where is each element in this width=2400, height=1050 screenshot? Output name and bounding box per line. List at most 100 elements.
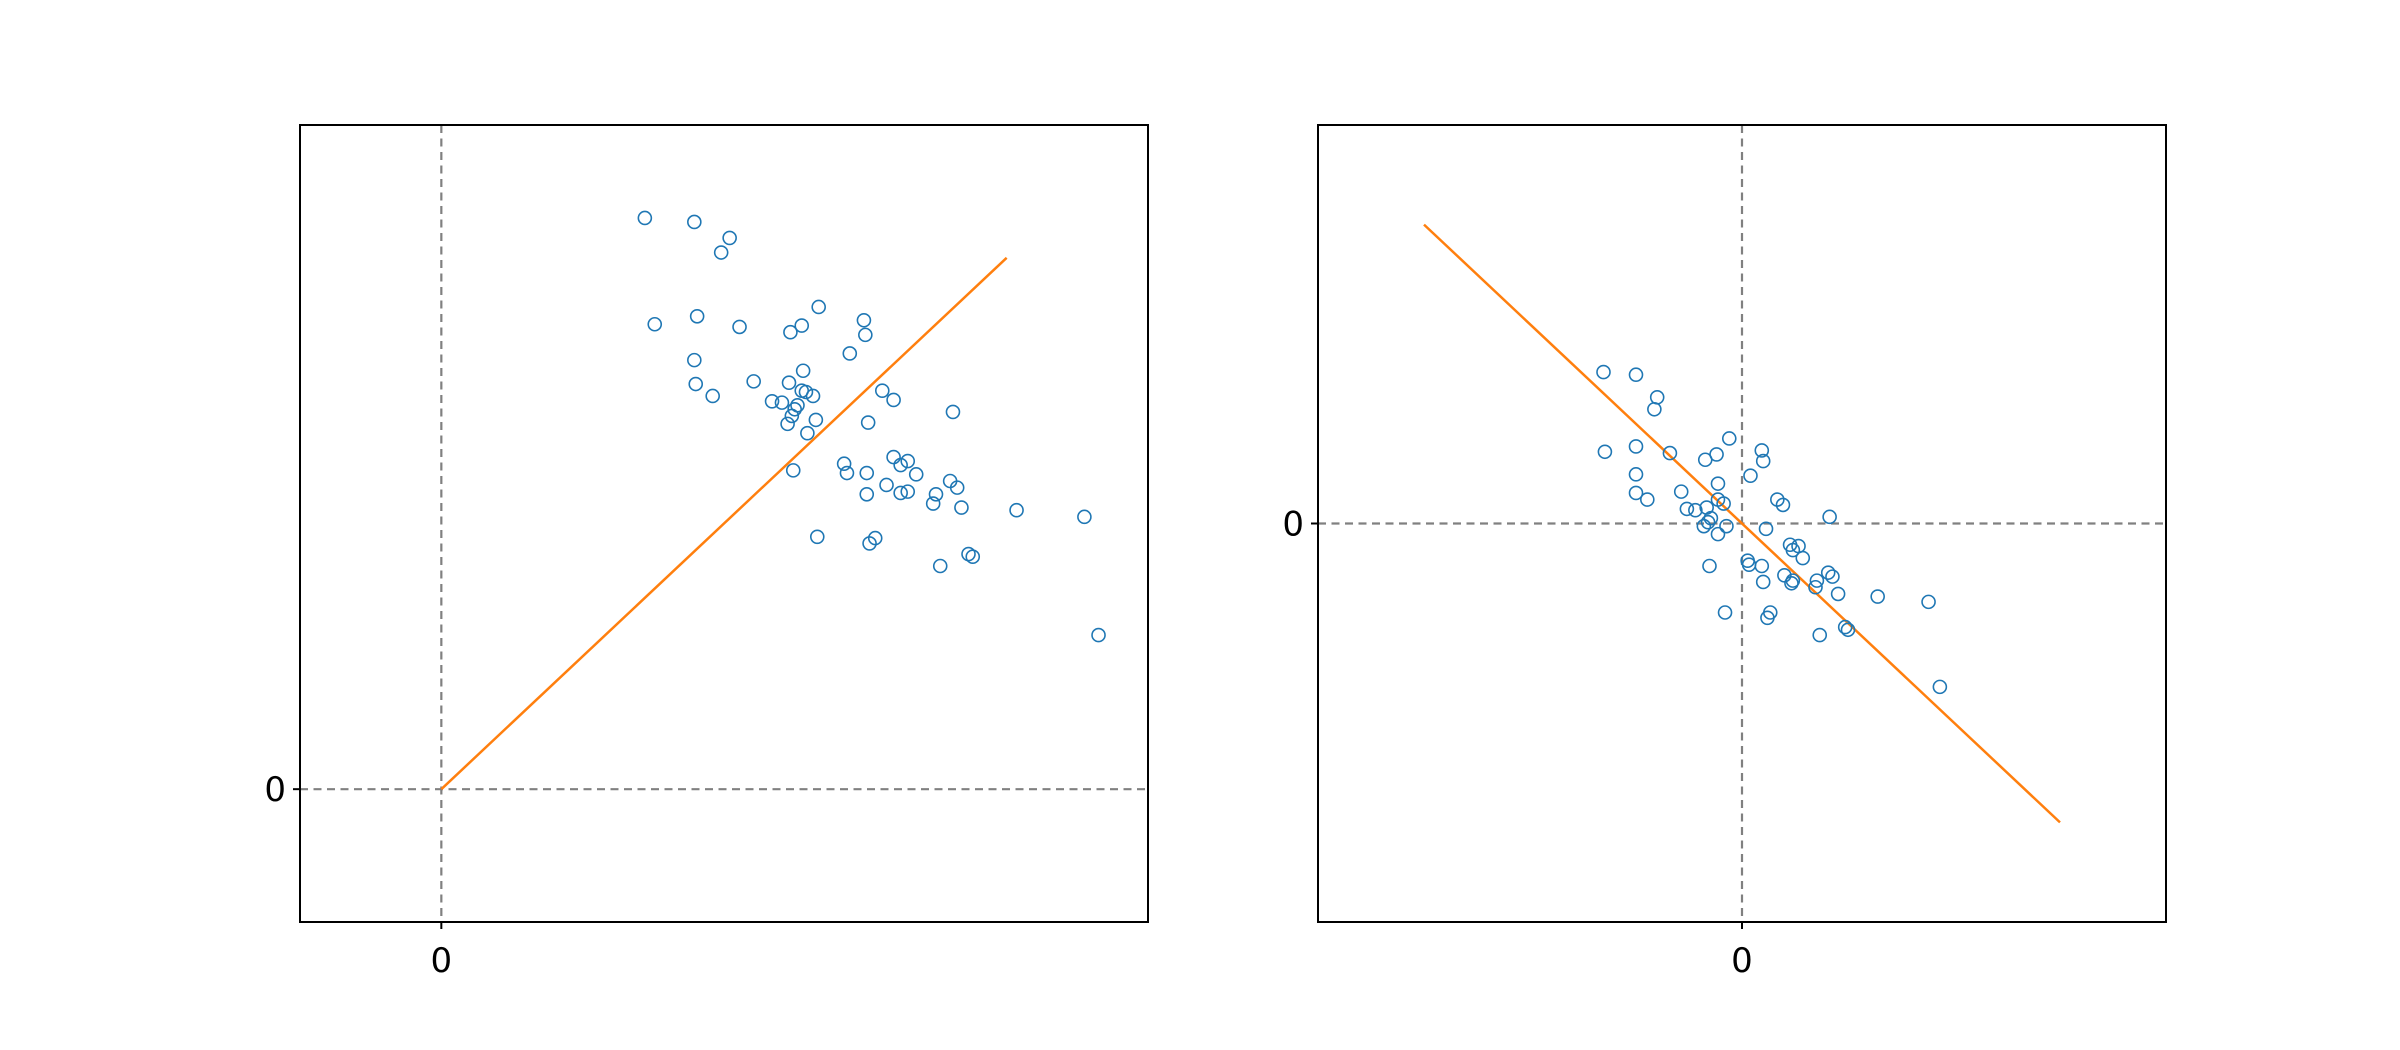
y-tick-label: 0 (1282, 505, 1304, 545)
scatter-point (764, 393, 780, 409)
scatter-point (784, 408, 800, 424)
scatter-point (1754, 443, 1770, 458)
scatter-point (1628, 367, 1644, 383)
scatter-point (1808, 579, 1823, 595)
scatter-point (1596, 364, 1611, 380)
fit-line (440, 256, 1008, 791)
scatter-point (1825, 569, 1840, 584)
scatter-point (1830, 586, 1846, 602)
scatter-point (687, 352, 702, 368)
scatter-point (794, 318, 810, 333)
scatter-point (1662, 445, 1678, 461)
scatter-point (1870, 589, 1885, 604)
scatter-point (886, 392, 901, 408)
scatter-point (705, 388, 720, 404)
scatter-point (1710, 476, 1726, 491)
scatter-point (925, 496, 941, 511)
scatter-point (687, 214, 702, 230)
scatter-point (1716, 496, 1731, 511)
scatter-point (713, 245, 729, 260)
scatter-point (842, 346, 858, 361)
scatter-point (1785, 573, 1801, 588)
scatter-point (839, 465, 855, 481)
scatter-point (893, 457, 908, 473)
scatter-point (811, 299, 826, 315)
scatter-point (1628, 485, 1644, 501)
scatter-point (795, 363, 811, 379)
scatter-point (689, 308, 705, 324)
plot-area (1318, 125, 2166, 922)
scatter-point (1702, 558, 1717, 574)
scatter-point (859, 465, 875, 481)
scatter-point (637, 210, 653, 226)
scatter-point (1673, 484, 1689, 499)
scatter-point (874, 383, 890, 398)
scatter-point (1921, 594, 1936, 610)
scatter-point (949, 480, 965, 495)
scatter-point (1597, 444, 1613, 460)
scatter-point (746, 374, 761, 389)
scatter-point (908, 467, 924, 482)
scatter-point (1822, 509, 1837, 525)
scatter-point (1077, 509, 1092, 525)
scatter-point (1009, 502, 1024, 518)
scatter-point (965, 549, 981, 565)
scatter-point (1775, 497, 1791, 513)
scatter-point (1628, 467, 1644, 482)
scatter-point (1795, 550, 1811, 566)
scatter-point (1762, 605, 1778, 620)
scatter-point (722, 230, 737, 246)
scatter-point (945, 404, 961, 420)
scatter-point (954, 500, 969, 515)
scatter-point (900, 484, 916, 499)
plot-area (300, 125, 1148, 922)
scatter-point (862, 536, 877, 551)
scatter-point (1755, 453, 1771, 469)
scatter-point (1709, 447, 1724, 462)
scatter-point (1721, 431, 1737, 446)
scatter-point (1932, 679, 1948, 695)
scatter-point (836, 456, 852, 472)
scatter-point (879, 477, 894, 493)
scatter-point (859, 486, 875, 502)
scatter-point (1840, 622, 1856, 638)
x-tick-label: 0 (431, 941, 453, 981)
scatter-point (781, 375, 797, 390)
scatter-point (1755, 574, 1771, 590)
scatter-point (1091, 627, 1106, 643)
scatter-point (1710, 526, 1726, 542)
scatter-point (1743, 468, 1758, 483)
scatter-point (805, 388, 821, 404)
scatter-point (787, 401, 802, 417)
scatter-point (1820, 565, 1836, 580)
scatter-point (893, 485, 908, 501)
scatter-point (1647, 401, 1662, 417)
scatter-point (1758, 521, 1774, 537)
left-scatter-panel: 00 (264, 124, 1149, 981)
scatter-point (860, 415, 876, 430)
scatter-point (798, 384, 814, 400)
scatter-point (1688, 502, 1703, 518)
scatter-point (1696, 518, 1712, 534)
scatter-point (928, 486, 944, 502)
y-tick-label: 0 (264, 770, 286, 810)
fit-line (1423, 223, 2061, 824)
scatter-point (932, 558, 948, 574)
scatter-point (856, 312, 872, 328)
scatter-point (1717, 605, 1733, 620)
scatter-point (1719, 518, 1734, 534)
axes-frame (299, 124, 1149, 923)
scatter-point (780, 416, 795, 432)
scatter-point (1679, 501, 1695, 517)
scatter-point (1628, 439, 1644, 454)
scatter-point (800, 425, 815, 441)
scatter-point (1640, 492, 1655, 507)
right-scatter-panel: 00 (1282, 124, 2167, 981)
scatter-point (783, 324, 798, 340)
x-tick-label: 0 (1731, 941, 1753, 981)
scatter-point (1785, 542, 1801, 558)
scatter-point (1754, 558, 1770, 574)
scatter-point (1837, 619, 1853, 635)
scatter-point (647, 316, 663, 332)
